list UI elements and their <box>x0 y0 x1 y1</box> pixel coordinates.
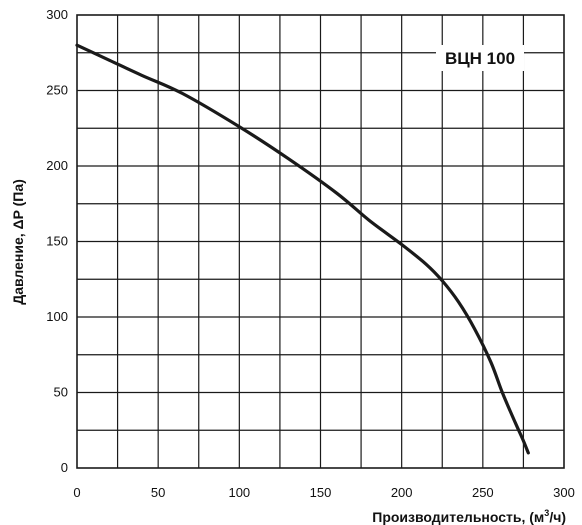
x-tick-label: 300 <box>553 485 575 500</box>
y-tick-label: 50 <box>54 385 68 400</box>
y-tick-label: 300 <box>46 7 68 22</box>
x-axis-title-superscript: 3 <box>544 508 549 518</box>
x-tick-label: 200 <box>391 485 413 500</box>
series-line <box>75 43 530 455</box>
y-axis-title: Давление, ΔP (Па) <box>10 179 26 305</box>
y-tick-label: 200 <box>46 158 68 173</box>
x-tick-label: 250 <box>472 485 494 500</box>
grid <box>77 15 564 468</box>
x-axis-title-tail: /ч) <box>549 509 566 525</box>
y-tick-label: 150 <box>46 234 68 249</box>
series <box>75 43 530 455</box>
chart-title-background <box>436 45 524 71</box>
x-tick-label: 150 <box>310 485 332 500</box>
x-tick-label: 50 <box>151 485 165 500</box>
plot-border <box>76 14 565 469</box>
y-tick-label: 250 <box>46 83 68 98</box>
plot-frame <box>76 14 565 469</box>
y-tick-labels: 0 50 100 150 200 250 300 <box>46 7 68 475</box>
chart-title: ВЦН 100 <box>445 49 515 68</box>
y-tick-label: 100 <box>46 309 68 324</box>
x-tick-label: 100 <box>228 485 250 500</box>
x-tick-labels: 0 50 100 150 200 250 300 <box>73 485 574 500</box>
x-tick-label: 0 <box>73 485 80 500</box>
x-axis-title-main: Производительность, (м <box>372 509 544 525</box>
y-tick-label: 0 <box>61 460 68 475</box>
x-axis-title: Производительность, (м3/ч) <box>372 508 566 525</box>
chart-title-box: ВЦН 100 <box>436 45 524 71</box>
